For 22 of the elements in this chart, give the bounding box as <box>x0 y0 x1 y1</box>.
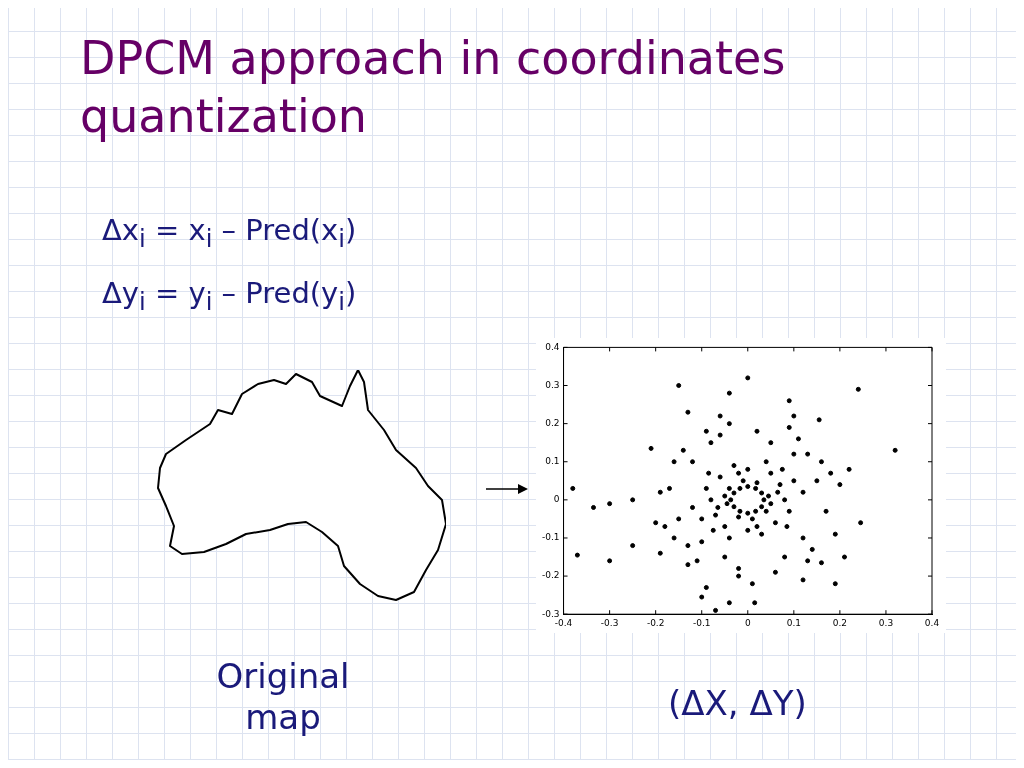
x-tick-label: -0.3 <box>600 617 619 628</box>
text: Original map <box>215 656 351 738</box>
x-tick-label: -0.4 <box>554 617 573 628</box>
y-tick-label: 0.2 <box>545 417 560 428</box>
y-tick-label: 0.4 <box>545 341 560 352</box>
x-tick-label: 0.2 <box>832 617 848 628</box>
y-tick-label: 0 <box>553 494 560 505</box>
x-tick-label: 0.1 <box>786 617 801 628</box>
x-tick-label: 0 <box>744 617 751 628</box>
x-tick-label: -0.1 <box>692 617 711 628</box>
y-tick-label: 0.3 <box>545 379 560 390</box>
y-tick-label: 0.1 <box>545 456 560 467</box>
x-tick-label: 0.3 <box>878 617 894 628</box>
text: Δy$_{i}$ = y$_{i}$ – Pred(y$_{i}$) <box>102 276 357 316</box>
x-tick-label: 0.4 <box>924 617 940 628</box>
text: Δx$_{i}$ = x$_{i}$ – Pred(x$_{i}$) <box>102 213 357 253</box>
y-tick-label: -0.3 <box>542 608 560 619</box>
x-tick-label: -0.2 <box>646 617 665 628</box>
y-tick-label: -0.1 <box>542 532 560 543</box>
chart-title: DPCM approach in coordinates quantization <box>80 30 787 145</box>
text: (ΔX, ΔY) <box>668 683 807 723</box>
y-tick-label: -0.2 <box>542 570 560 581</box>
